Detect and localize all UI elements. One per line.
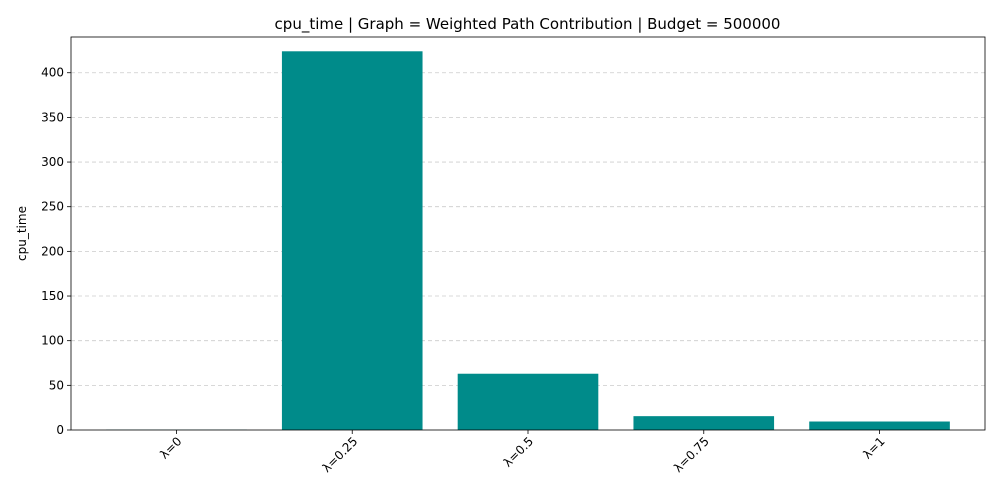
x-tick-label: λ=0.5 bbox=[501, 434, 537, 470]
y-tick-label: 300 bbox=[41, 155, 64, 169]
y-tick-label: 150 bbox=[41, 289, 64, 303]
bar bbox=[809, 421, 950, 430]
grid-lines bbox=[71, 72, 985, 386]
bar bbox=[633, 416, 775, 430]
y-tick-label: 200 bbox=[41, 244, 64, 258]
y-axis-ticks: 0 50 100 150 200 250 300 350 400 bbox=[41, 66, 71, 437]
x-tick-label: λ=0.75 bbox=[671, 434, 712, 475]
x-tick-label: λ=0 bbox=[157, 434, 184, 461]
y-tick-label: 100 bbox=[41, 334, 64, 348]
y-tick-label: 0 bbox=[56, 423, 64, 437]
y-tick-label: 50 bbox=[49, 378, 64, 392]
bars bbox=[106, 51, 950, 431]
bar bbox=[281, 51, 423, 431]
plot-frame bbox=[70, 36, 986, 431]
x-tick-label: λ=1 bbox=[860, 434, 887, 461]
x-tick-label: λ=0.25 bbox=[319, 434, 360, 475]
x-axis-ticks: λ=0 λ=0.25 λ=0.5 λ=0.75 λ=1 bbox=[157, 430, 888, 475]
chart-title: cpu_time | Graph = Weighted Path Contrib… bbox=[275, 15, 781, 34]
y-axis-label: cpu_time bbox=[15, 206, 29, 261]
y-tick-label: 400 bbox=[41, 66, 64, 80]
y-tick-label: 350 bbox=[41, 110, 64, 124]
y-tick-label: 250 bbox=[41, 200, 64, 214]
bar bbox=[457, 373, 599, 430]
